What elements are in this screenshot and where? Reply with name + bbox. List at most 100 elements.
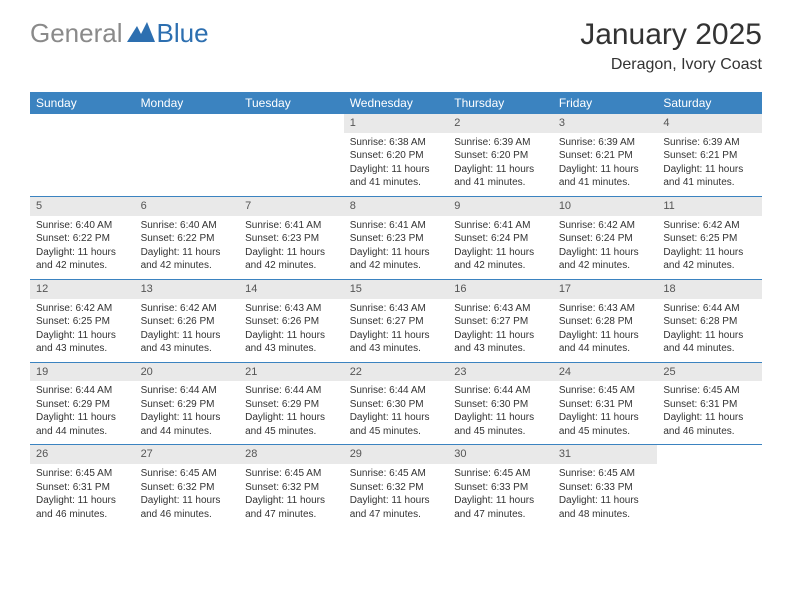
calendar-cell: 15Sunrise: 6:43 AMSunset: 6:27 PMDayligh…	[344, 279, 449, 362]
sunrise-line: Sunrise: 6:44 AM	[454, 384, 547, 398]
day-number: 19	[30, 363, 135, 382]
calendar-cell: 4Sunrise: 6:39 AMSunset: 6:21 PMDaylight…	[657, 114, 762, 196]
sunset-line: Sunset: 6:32 PM	[245, 481, 338, 495]
day-body: Sunrise: 6:43 AMSunset: 6:26 PMDaylight:…	[239, 299, 344, 362]
sunset-line: Sunset: 6:22 PM	[141, 232, 234, 246]
day-number: 8	[344, 197, 449, 216]
sunset-line: Sunset: 6:33 PM	[559, 481, 652, 495]
day-body: Sunrise: 6:45 AMSunset: 6:33 PMDaylight:…	[448, 464, 553, 527]
calendar-cell: 16Sunrise: 6:43 AMSunset: 6:27 PMDayligh…	[448, 279, 553, 362]
daylight-line: Daylight: 11 hours and 42 minutes.	[454, 246, 547, 273]
sunrise-line: Sunrise: 6:38 AM	[350, 136, 443, 150]
sunrise-line: Sunrise: 6:45 AM	[141, 467, 234, 481]
day-number: 11	[657, 197, 762, 216]
day-body: Sunrise: 6:43 AMSunset: 6:28 PMDaylight:…	[553, 299, 658, 362]
sunset-line: Sunset: 6:26 PM	[245, 315, 338, 329]
day-body: Sunrise: 6:45 AMSunset: 6:31 PMDaylight:…	[30, 464, 135, 527]
calendar-table: SundayMondayTuesdayWednesdayThursdayFrid…	[30, 92, 762, 527]
sunrise-line: Sunrise: 6:45 AM	[36, 467, 129, 481]
daylight-line: Daylight: 11 hours and 42 minutes.	[36, 246, 129, 273]
day-number: 29	[344, 445, 449, 464]
calendar-cell	[239, 114, 344, 196]
day-body: Sunrise: 6:42 AMSunset: 6:25 PMDaylight:…	[30, 299, 135, 362]
sunrise-line: Sunrise: 6:40 AM	[141, 219, 234, 233]
calendar-cell: 7Sunrise: 6:41 AMSunset: 6:23 PMDaylight…	[239, 196, 344, 279]
calendar-cell: 18Sunrise: 6:44 AMSunset: 6:28 PMDayligh…	[657, 279, 762, 362]
calendar-cell: 25Sunrise: 6:45 AMSunset: 6:31 PMDayligh…	[657, 362, 762, 445]
daylight-line: Daylight: 11 hours and 43 minutes.	[141, 329, 234, 356]
calendar-row: 1Sunrise: 6:38 AMSunset: 6:20 PMDaylight…	[30, 114, 762, 196]
sunset-line: Sunset: 6:25 PM	[663, 232, 756, 246]
daylight-line: Daylight: 11 hours and 43 minutes.	[350, 329, 443, 356]
day-number: 7	[239, 197, 344, 216]
sunset-line: Sunset: 6:31 PM	[559, 398, 652, 412]
calendar-cell: 10Sunrise: 6:42 AMSunset: 6:24 PMDayligh…	[553, 196, 658, 279]
sunrise-line: Sunrise: 6:44 AM	[350, 384, 443, 398]
day-number: 28	[239, 445, 344, 464]
calendar-cell	[657, 445, 762, 527]
calendar-row: 12Sunrise: 6:42 AMSunset: 6:25 PMDayligh…	[30, 279, 762, 362]
day-body: Sunrise: 6:41 AMSunset: 6:23 PMDaylight:…	[344, 216, 449, 279]
day-header: Friday	[553, 92, 658, 114]
sunrise-line: Sunrise: 6:45 AM	[245, 467, 338, 481]
day-number: 24	[553, 363, 658, 382]
day-header: Saturday	[657, 92, 762, 114]
day-header: Sunday	[30, 92, 135, 114]
day-body: Sunrise: 6:44 AMSunset: 6:30 PMDaylight:…	[448, 381, 553, 444]
calendar-cell: 13Sunrise: 6:42 AMSunset: 6:26 PMDayligh…	[135, 279, 240, 362]
calendar-cell: 3Sunrise: 6:39 AMSunset: 6:21 PMDaylight…	[553, 114, 658, 196]
calendar-cell: 20Sunrise: 6:44 AMSunset: 6:29 PMDayligh…	[135, 362, 240, 445]
sunrise-line: Sunrise: 6:45 AM	[454, 467, 547, 481]
daylight-line: Daylight: 11 hours and 46 minutes.	[141, 494, 234, 521]
daylight-line: Daylight: 11 hours and 45 minutes.	[350, 411, 443, 438]
day-header: Wednesday	[344, 92, 449, 114]
sunrise-line: Sunrise: 6:39 AM	[663, 136, 756, 150]
day-number: 26	[30, 445, 135, 464]
calendar-cell: 27Sunrise: 6:45 AMSunset: 6:32 PMDayligh…	[135, 445, 240, 527]
day-header-row: SundayMondayTuesdayWednesdayThursdayFrid…	[30, 92, 762, 114]
sunrise-line: Sunrise: 6:41 AM	[350, 219, 443, 233]
day-number: 31	[553, 445, 658, 464]
sunset-line: Sunset: 6:24 PM	[454, 232, 547, 246]
day-number: 6	[135, 197, 240, 216]
sunrise-line: Sunrise: 6:41 AM	[245, 219, 338, 233]
calendar-cell: 9Sunrise: 6:41 AMSunset: 6:24 PMDaylight…	[448, 196, 553, 279]
sunset-line: Sunset: 6:30 PM	[454, 398, 547, 412]
sunrise-line: Sunrise: 6:39 AM	[454, 136, 547, 150]
sunset-line: Sunset: 6:27 PM	[454, 315, 547, 329]
sunrise-line: Sunrise: 6:45 AM	[663, 384, 756, 398]
page-title: January 2025	[580, 18, 762, 52]
calendar-cell: 21Sunrise: 6:44 AMSunset: 6:29 PMDayligh…	[239, 362, 344, 445]
day-body: Sunrise: 6:45 AMSunset: 6:32 PMDaylight:…	[239, 464, 344, 527]
sunset-line: Sunset: 6:20 PM	[350, 149, 443, 163]
daylight-line: Daylight: 11 hours and 46 minutes.	[36, 494, 129, 521]
calendar-cell: 23Sunrise: 6:44 AMSunset: 6:30 PMDayligh…	[448, 362, 553, 445]
daylight-line: Daylight: 11 hours and 42 minutes.	[559, 246, 652, 273]
day-body: Sunrise: 6:45 AMSunset: 6:32 PMDaylight:…	[135, 464, 240, 527]
sunset-line: Sunset: 6:32 PM	[350, 481, 443, 495]
sunset-line: Sunset: 6:32 PM	[141, 481, 234, 495]
sunrise-line: Sunrise: 6:45 AM	[350, 467, 443, 481]
day-number: 22	[344, 363, 449, 382]
calendar-row: 26Sunrise: 6:45 AMSunset: 6:31 PMDayligh…	[30, 445, 762, 527]
day-body: Sunrise: 6:42 AMSunset: 6:25 PMDaylight:…	[657, 216, 762, 279]
day-number: 20	[135, 363, 240, 382]
sunset-line: Sunset: 6:23 PM	[350, 232, 443, 246]
sunset-line: Sunset: 6:28 PM	[663, 315, 756, 329]
page-subtitle: Deragon, Ivory Coast	[580, 56, 762, 74]
day-body: Sunrise: 6:43 AMSunset: 6:27 PMDaylight:…	[448, 299, 553, 362]
sunrise-line: Sunrise: 6:43 AM	[245, 302, 338, 316]
day-body: Sunrise: 6:44 AMSunset: 6:28 PMDaylight:…	[657, 299, 762, 362]
calendar-head: SundayMondayTuesdayWednesdayThursdayFrid…	[30, 92, 762, 114]
calendar-body: 1Sunrise: 6:38 AMSunset: 6:20 PMDaylight…	[30, 114, 762, 527]
day-body: Sunrise: 6:40 AMSunset: 6:22 PMDaylight:…	[30, 216, 135, 279]
daylight-line: Daylight: 11 hours and 42 minutes.	[245, 246, 338, 273]
sunset-line: Sunset: 6:27 PM	[350, 315, 443, 329]
sunset-line: Sunset: 6:20 PM	[454, 149, 547, 163]
sunset-line: Sunset: 6:33 PM	[454, 481, 547, 495]
day-body: Sunrise: 6:45 AMSunset: 6:31 PMDaylight:…	[657, 381, 762, 444]
calendar-row: 5Sunrise: 6:40 AMSunset: 6:22 PMDaylight…	[30, 196, 762, 279]
daylight-line: Daylight: 11 hours and 47 minutes.	[454, 494, 547, 521]
daylight-line: Daylight: 11 hours and 44 minutes.	[36, 411, 129, 438]
daylight-line: Daylight: 11 hours and 41 minutes.	[350, 163, 443, 190]
